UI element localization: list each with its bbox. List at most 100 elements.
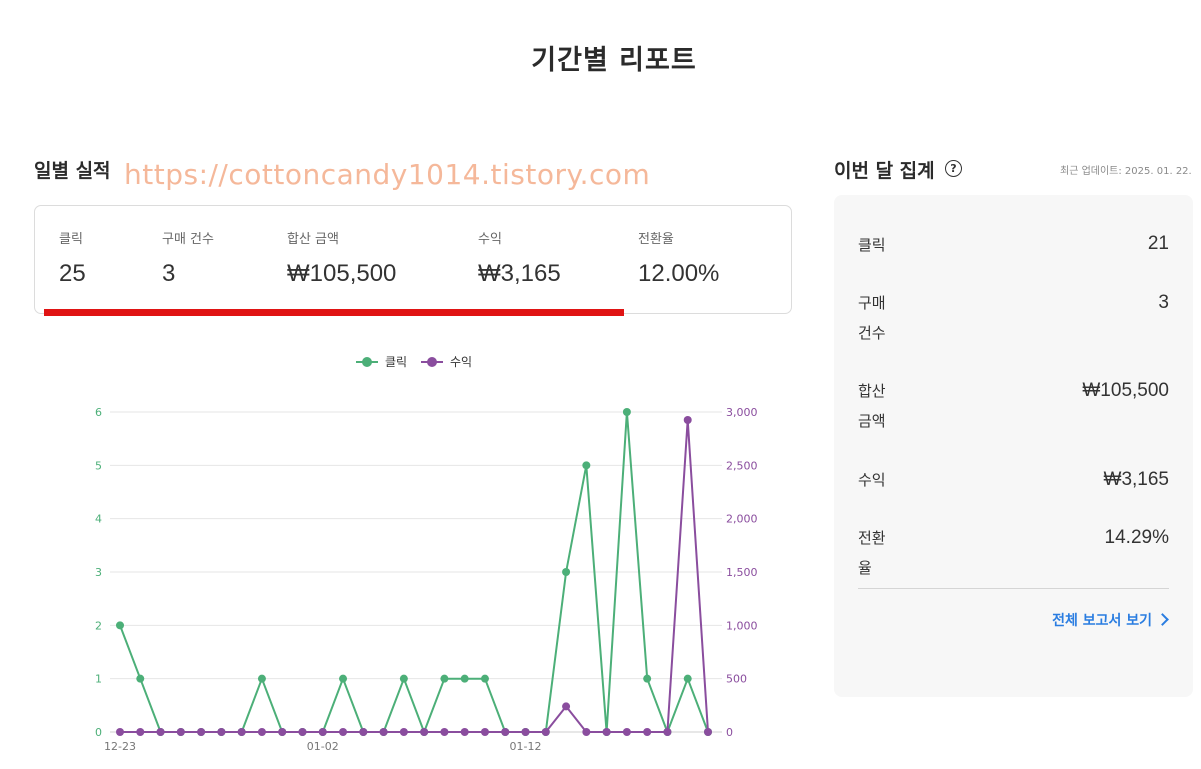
- last-updated: 최근 업데이트: 2025. 01. 22.: [1060, 166, 1192, 177]
- chevron-right-icon: [1156, 613, 1169, 626]
- revenue-data-point: [663, 728, 672, 736]
- revenue-data-point: [704, 728, 712, 736]
- revenue-data-point: [622, 728, 631, 736]
- x-tick-label: 01-12: [510, 740, 542, 753]
- x-tick-label: 01-02: [307, 740, 339, 753]
- monthly-summary-title: 이번 달 집계: [834, 160, 935, 182]
- y-left-tick-label: 4: [95, 513, 102, 526]
- revenue-data-point: [217, 728, 226, 736]
- stat-value: 12.00%: [638, 260, 720, 287]
- monthly-summary-card: 클릭 21 구매 건수 3 합산 금액 ₩105,500 수익 ₩3,165 전…: [834, 195, 1193, 697]
- summary-value-clicks: 21: [1147, 233, 1169, 254]
- revenue-data-point: [460, 728, 469, 736]
- legend-label-clicks: 클릭: [385, 355, 407, 369]
- clicks-data-point: [562, 568, 571, 576]
- y-right-tick-label: 2,000: [726, 513, 758, 526]
- summary-value-purchases: 3: [1158, 292, 1169, 313]
- clicks-data-point: [683, 674, 692, 683]
- revenue-series-line: [120, 419, 709, 733]
- revenue-data-point: [197, 728, 206, 736]
- clicks-data-point: [399, 674, 408, 683]
- clicks-data-point: [136, 674, 145, 683]
- stat-value: 25: [59, 260, 86, 287]
- clicks-data-point: [622, 408, 631, 416]
- revenue-data-point: [156, 728, 165, 736]
- stat-value: 3: [162, 260, 176, 287]
- summary-label-conversion-rate: 전환율: [858, 529, 886, 577]
- revenue-data-point: [339, 728, 348, 736]
- y-left-tick-label: 5: [95, 459, 102, 472]
- stat-total-amount: 합산 금액 ₩105,500: [287, 228, 396, 288]
- revenue-data-point: [480, 728, 489, 736]
- revenue-data-point: [683, 416, 692, 424]
- y-right-tick-label: 2,500: [726, 459, 758, 472]
- revenue-data-point: [602, 728, 611, 736]
- help-icon[interactable]: ?: [945, 160, 962, 177]
- revenue-data-point: [501, 728, 510, 736]
- revenue-data-point: [318, 728, 327, 736]
- summary-label-total-amount: 합산 금액: [858, 382, 886, 430]
- revenue-data-point: [136, 728, 145, 736]
- stat-label: 수익: [478, 232, 502, 247]
- clicks-data-point: [643, 674, 652, 683]
- revenue-data-point: [440, 728, 449, 736]
- x-tick-label: 12-23: [104, 740, 136, 753]
- y-left-tick-label: 1: [95, 673, 102, 686]
- stat-label: 클릭: [59, 232, 83, 247]
- stat-purchases: 구매 건수 3: [162, 228, 214, 288]
- daily-performance-title: 일별 실적: [34, 160, 111, 182]
- revenue-data-point: [521, 728, 530, 736]
- stat-label: 구매 건수: [162, 232, 214, 247]
- summary-value-revenue: ₩3,165: [1103, 469, 1169, 490]
- legend-marker-revenue: [427, 357, 437, 367]
- summary-divider: [858, 588, 1169, 589]
- revenue-data-point: [116, 728, 124, 736]
- y-right-tick-label: 3,000: [726, 406, 758, 419]
- stat-value: ₩3,165: [478, 260, 561, 287]
- revenue-data-point: [399, 728, 408, 736]
- y-right-tick-label: 0: [726, 726, 733, 739]
- stat-clicks: 클릭 25: [59, 228, 86, 288]
- stat-revenue: 수익 ₩3,165: [478, 228, 561, 288]
- full-report-link[interactable]: 전체 보고서 보기: [1052, 610, 1169, 630]
- watermark-url: https://cottoncandy1014.tistory.com: [124, 158, 651, 191]
- y-left-tick-label: 6: [95, 406, 102, 419]
- revenue-data-point: [257, 728, 266, 736]
- revenue-data-point: [582, 728, 591, 736]
- revenue-data-point: [562, 702, 571, 711]
- clicks-data-point: [440, 674, 449, 683]
- clicks-data-point: [116, 621, 124, 630]
- y-right-tick-label: 500: [726, 673, 747, 686]
- stat-label: 합산 금액: [287, 232, 339, 247]
- summary-value-total-amount: ₩105,500: [1082, 380, 1169, 401]
- daily-stats-card: 클릭 25 구매 건수 3 합산 금액 ₩105,500 수익 ₩3,165 전…: [34, 205, 792, 314]
- y-left-tick-label: 0: [95, 726, 102, 739]
- y-right-tick-label: 1,500: [726, 566, 758, 579]
- full-report-link-label: 전체 보고서 보기: [1052, 613, 1152, 629]
- stat-value: ₩105,500: [287, 260, 397, 287]
- summary-label-revenue: 수익: [858, 471, 886, 489]
- red-highlight-underline: [44, 309, 624, 316]
- y-left-tick-label: 3: [95, 566, 102, 579]
- revenue-data-point: [420, 728, 429, 736]
- legend-marker-clicks: [362, 357, 372, 367]
- revenue-data-point: [541, 728, 550, 736]
- revenue-data-point: [643, 728, 652, 736]
- legend-label-revenue: 수익: [450, 355, 472, 369]
- stat-label: 전환율: [638, 232, 674, 247]
- summary-value-conversion-rate: 14.29%: [1104, 527, 1169, 548]
- revenue-data-point: [176, 728, 185, 736]
- clicks-data-point: [582, 461, 591, 470]
- clicks-data-point: [480, 674, 489, 683]
- revenue-data-point: [237, 728, 246, 736]
- stat-conversion-rate: 전환율 12.00%: [638, 228, 719, 288]
- clicks-data-point: [460, 674, 469, 683]
- y-left-tick-label: 2: [95, 619, 102, 632]
- clicks-data-point: [339, 674, 348, 683]
- revenue-data-point: [298, 728, 307, 736]
- daily-chart: 0 1 2 3 4 5 6 0 500 1,000 1,500 2,000 2,500 3,000 12-2…: [0, 340, 800, 769]
- revenue-data-point: [278, 728, 287, 736]
- daily-line-chart: 0 1 2 3 4 5 6 0 500 1,000 1,500 2,000 2,500 3,000 12-2…: [95, 355, 758, 753]
- summary-label-purchases: 구매 건수: [858, 294, 886, 342]
- revenue-data-point: [359, 728, 368, 736]
